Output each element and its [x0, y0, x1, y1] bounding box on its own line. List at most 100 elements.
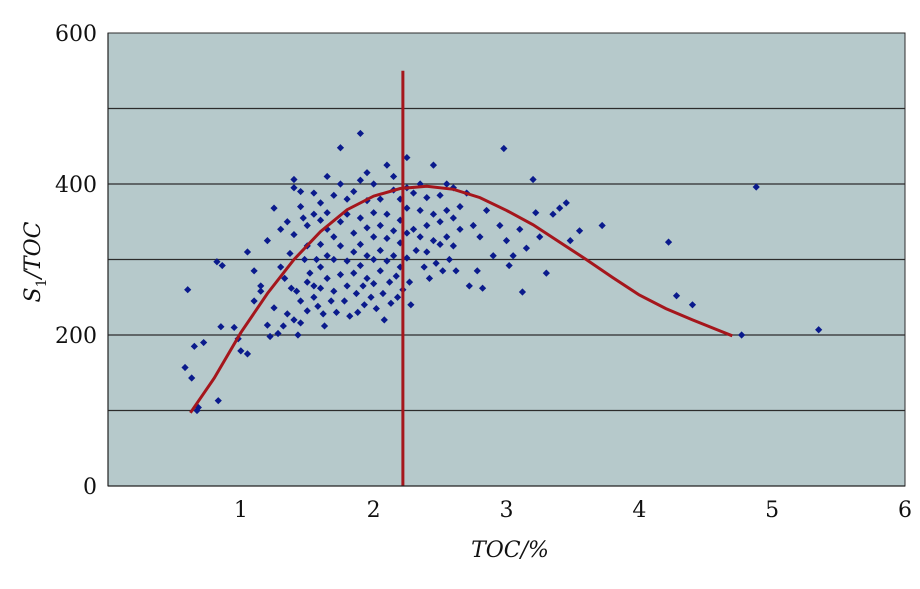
data-point-86 [350, 187, 358, 196]
data-point-26 [277, 225, 285, 233]
data-point-20 [263, 237, 271, 245]
y-tick-label-200: 200 [55, 324, 97, 349]
data-point-199 [738, 331, 746, 339]
data-point-162 [443, 233, 451, 241]
data-point-77 [336, 218, 345, 226]
data-point-62 [319, 310, 327, 318]
data-point-40 [297, 187, 305, 196]
data-point-14 [243, 248, 252, 256]
data-point-191 [556, 204, 564, 212]
data-point-22 [266, 332, 274, 341]
data-point-61 [316, 284, 325, 292]
data-point-113 [376, 246, 384, 255]
data-point-46 [303, 221, 311, 230]
x-axis-label: TOC/% [471, 538, 549, 563]
data-point-39 [294, 331, 302, 339]
data-point-194 [575, 227, 584, 235]
data-point-51 [310, 189, 318, 197]
data-point-110 [372, 304, 380, 313]
data-point-117 [383, 161, 391, 169]
data-point-109 [370, 280, 378, 288]
data-point-95 [356, 240, 364, 248]
data-point-143 [412, 246, 420, 255]
y-tick-label-600: 600 [55, 22, 97, 47]
x-tick-label-6: 6 [898, 498, 912, 523]
data-point-163 [445, 255, 453, 264]
x-tick-label-2: 2 [367, 498, 381, 523]
y-axis-label-symbol: S [21, 287, 46, 302]
data-point-153 [429, 210, 438, 218]
data-point-186 [529, 175, 537, 184]
data-point-164 [449, 184, 457, 192]
data-point-58 [316, 216, 325, 224]
data-point-25 [274, 329, 282, 338]
data-point-21 [263, 321, 271, 329]
trend-curve [189, 184, 733, 414]
data-point-136 [403, 204, 411, 212]
data-point-13 [237, 347, 245, 355]
data-point-120 [383, 257, 391, 265]
data-point-34 [290, 175, 298, 184]
x-tick-label-1: 1 [234, 498, 248, 523]
data-point-116 [380, 316, 388, 324]
data-point-81 [343, 195, 351, 203]
data-point-178 [496, 221, 504, 230]
data-point-169 [456, 225, 464, 233]
data-point-49 [303, 307, 311, 315]
data-point-88 [350, 248, 358, 256]
data-point-155 [432, 259, 440, 267]
data-point-99 [363, 169, 371, 177]
data-point-10 [218, 261, 226, 270]
data-point-72 [330, 255, 338, 264]
data-point-65 [323, 209, 331, 217]
data-point-119 [383, 234, 391, 242]
data-point-166 [449, 242, 457, 250]
data-point-76 [336, 180, 345, 188]
data-point-187 [532, 209, 540, 217]
data-point-93 [356, 176, 364, 184]
data-point-84 [343, 282, 351, 290]
data-point-73 [330, 287, 338, 295]
data-point-173 [473, 267, 481, 275]
data-point-50 [306, 269, 314, 277]
data-point-122 [387, 299, 395, 307]
data-point-140 [407, 301, 415, 309]
y-tick-labels: 0 200 400 600 [55, 22, 97, 500]
data-point-91 [354, 308, 362, 316]
data-point-196 [664, 238, 673, 246]
data-point-148 [423, 193, 431, 202]
data-point-104 [367, 293, 375, 301]
data-point-56 [314, 302, 322, 310]
data-point-157 [436, 218, 444, 226]
data-point-97 [359, 282, 367, 290]
data-point-172 [469, 221, 477, 230]
data-point-38 [293, 287, 301, 295]
data-point-8 [214, 397, 222, 405]
data-point-197 [672, 292, 681, 300]
data-point-19 [257, 287, 265, 295]
data-point-23 [270, 204, 278, 212]
data-point-18 [257, 282, 265, 290]
data-point-44 [299, 214, 307, 222]
data-point-92 [356, 129, 364, 138]
data-point-152 [429, 161, 438, 169]
data-point-41 [297, 203, 305, 211]
data-point-141 [409, 189, 418, 197]
data-point-53 [310, 282, 318, 290]
data-point-158 [436, 240, 444, 248]
data-point-83 [343, 257, 351, 265]
data-point-168 [456, 203, 464, 211]
data-point-57 [316, 199, 325, 207]
data-point-176 [482, 206, 491, 215]
data-point-69 [327, 297, 335, 305]
x-tick-label-4: 4 [632, 498, 646, 523]
data-point-111 [376, 195, 384, 203]
data-point-60 [316, 263, 325, 271]
data-point-127 [392, 272, 400, 280]
data-point-115 [379, 289, 387, 298]
data-point-160 [443, 180, 451, 188]
data-point-36 [290, 230, 298, 239]
data-point-180 [502, 237, 511, 245]
data-point-189 [542, 269, 550, 277]
